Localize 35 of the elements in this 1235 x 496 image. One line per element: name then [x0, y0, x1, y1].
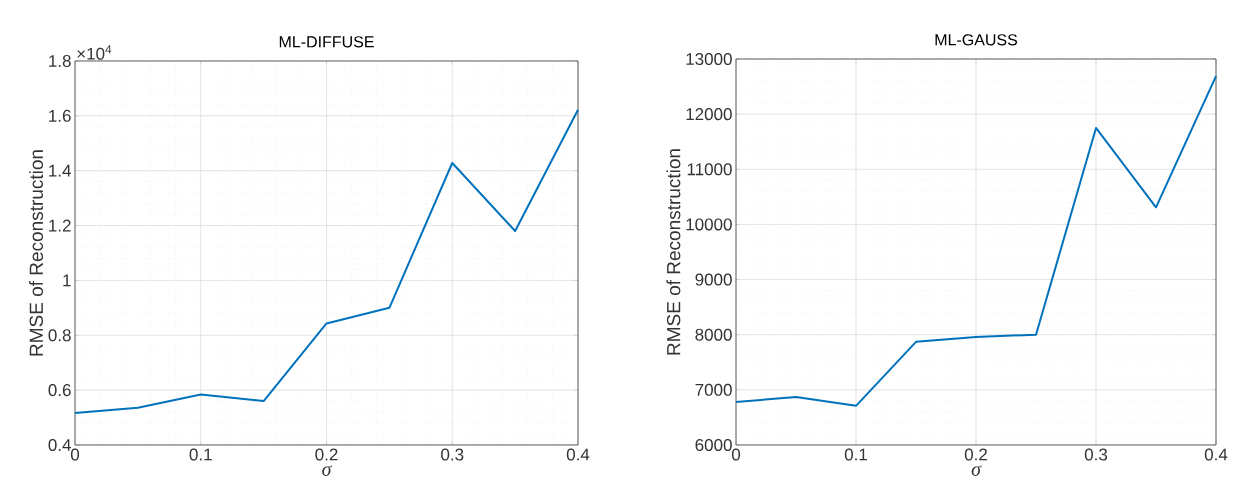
x-tick-label: 0.4: [1204, 448, 1228, 461]
x-axis-title: σ: [971, 465, 982, 476]
x-tick-label: 0.1: [844, 448, 867, 461]
y-tick-label: 1: [63, 274, 71, 287]
chart-title: ML-GAUSS: [935, 34, 1018, 46]
y-tick-label: 7000: [695, 383, 732, 396]
x-tick-label: 0: [70, 448, 80, 461]
line-series: [74, 108, 580, 414]
y-tick-label: 12000: [686, 108, 732, 121]
y-tick-label: 8000: [695, 328, 732, 341]
y-tick-label: 0.6: [48, 384, 71, 397]
y-tick-label: 0.8: [48, 329, 71, 342]
y-tick-label: 13000: [686, 52, 732, 66]
x-tick-label: 0.4: [566, 448, 590, 461]
y-axis-title: RMSE of Reconstruction: [666, 149, 681, 355]
x-tick-label: 0.2: [964, 448, 987, 461]
x-axis-title: σ: [322, 465, 333, 476]
y-tick-label: 6000: [695, 438, 732, 452]
x-tick-label: 0.3: [441, 448, 464, 461]
y-tick-label: 0.4: [48, 438, 71, 452]
y-tick-label: 1.8: [49, 54, 71, 68]
y-axis-title: RMSE of Reconstruction: [29, 150, 44, 356]
x-tick-label: 0.1: [189, 448, 212, 461]
y-tick-label: 9000: [695, 273, 732, 286]
y-tick-label: 11000: [687, 163, 732, 176]
text: ×10$^{4}$: [77, 45, 112, 60]
y-tick-label: 1.6: [49, 109, 71, 122]
y-tick-label: 1.4: [49, 164, 71, 177]
y-tick-label: 1.2: [49, 219, 71, 232]
x-tick-label: 0.2: [315, 448, 338, 461]
y-tick-label: 10000: [686, 218, 732, 231]
line-series: [735, 75, 1218, 407]
x-tick-label: 0: [731, 448, 741, 461]
x-tick-label: 0.3: [1084, 448, 1108, 461]
chart-title: ML-DIFFUSE: [279, 36, 374, 48]
